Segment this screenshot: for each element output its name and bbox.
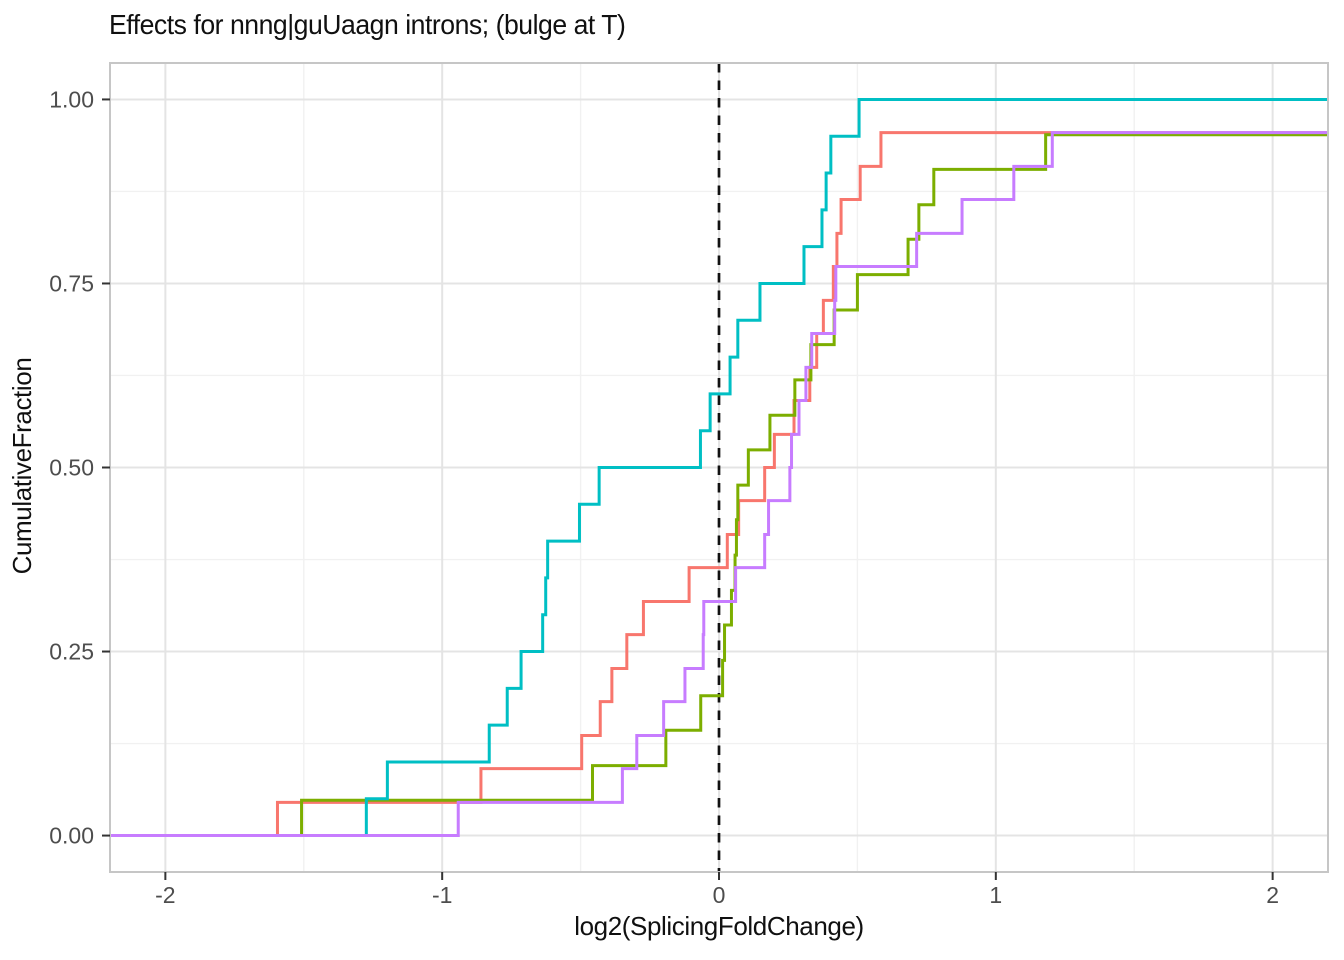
x-tick-label: -2 — [155, 882, 175, 908]
ecdf-curve-olive — [110, 133, 1328, 838]
x-tick-label: -1 — [432, 882, 452, 908]
x-tick-label: 0 — [713, 882, 726, 908]
x-axis-label: log2(SplicingFoldChange) — [574, 911, 864, 941]
y-tick-label: 0.25 — [49, 639, 94, 665]
y-tick-label: 1.00 — [49, 86, 94, 112]
ecdf-curve-salmon — [110, 131, 1328, 838]
x-tick-label: 1 — [989, 882, 1002, 908]
y-axis-label: CumulativeFraction — [7, 357, 37, 575]
ecdf-curve-lavender — [110, 131, 1328, 838]
plot-title: Effects for nnng|guUaagn introns; (bulge… — [109, 9, 626, 40]
y-tick-label: 0.50 — [49, 455, 94, 481]
y-tick-label: 0.75 — [49, 270, 94, 296]
ecdf-curve-teal — [110, 97, 1328, 838]
x-tick-label: 2 — [1266, 882, 1279, 908]
y-tick-label: 0.00 — [49, 823, 94, 849]
